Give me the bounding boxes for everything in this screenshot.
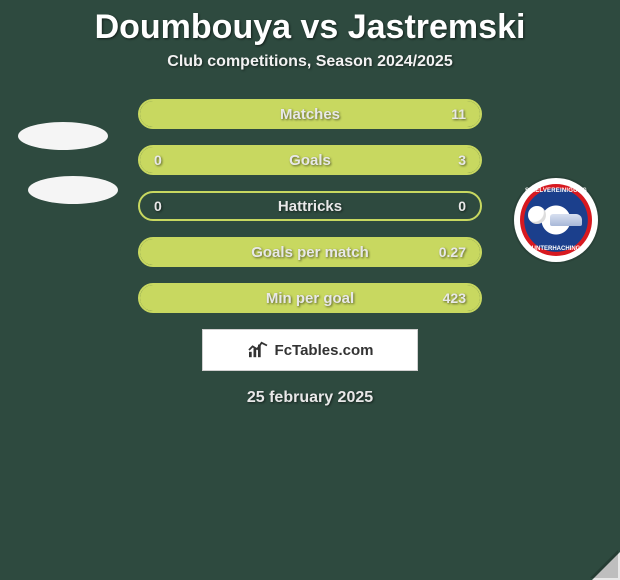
stat-right-value: 3 (458, 152, 466, 168)
stat-left-value: 0 (154, 152, 162, 168)
stat-row: 0 Hattricks 0 (138, 191, 482, 221)
brand-box[interactable]: FcTables.com (202, 329, 418, 371)
stat-rows: Matches 11 0 Goals 3 0 Hattricks 0 Goals per mat… (0, 99, 620, 313)
stat-right-value: 0.27 (439, 244, 466, 260)
stat-right-value: 423 (443, 290, 466, 306)
subtitle: Club competitions, Season 2024/2025 (167, 53, 452, 71)
stat-right-value: 11 (451, 106, 466, 122)
stat-right-value: 0 (458, 198, 466, 214)
stat-left-value: 0 (154, 198, 162, 214)
stat-label: Hattricks (278, 198, 342, 215)
corner-fold-icon (592, 552, 620, 580)
stat-row: Matches 11 (138, 99, 482, 129)
stat-row: Goals per match 0.27 (138, 237, 482, 267)
stat-label: Goals (289, 152, 331, 169)
chart-icon (247, 341, 269, 359)
brand-text: FcTables.com (275, 342, 374, 359)
title: Doumbouya vs Jastremski (95, 8, 526, 47)
stat-row: Min per goal 423 (138, 283, 482, 313)
date: 25 february 2025 (247, 389, 373, 407)
stat-label: Matches (280, 106, 340, 123)
comparison-card: Doumbouya vs Jastremski Club competition… (0, 0, 620, 580)
stat-label: Min per goal (266, 290, 354, 307)
stat-label: Goals per match (251, 244, 369, 261)
stat-row: 0 Goals 3 (138, 145, 482, 175)
